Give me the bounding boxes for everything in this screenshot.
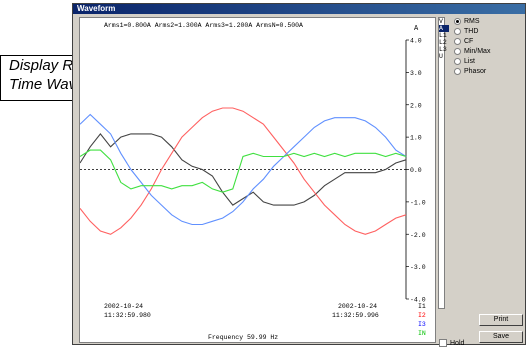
start-date: 2002-10-24 bbox=[104, 303, 143, 310]
mode-label: CF bbox=[464, 38, 474, 45]
legend-item-i2: I2 bbox=[418, 312, 426, 319]
mode-radio-phasor[interactable]: Phasor bbox=[454, 67, 486, 77]
y-tick-label: -1.0 bbox=[410, 199, 426, 206]
end-time: 11:32:59.996 bbox=[332, 312, 379, 319]
mode-label: THD bbox=[464, 28, 479, 35]
mode-radio-rms[interactable]: RMS bbox=[454, 17, 480, 27]
radio-icon bbox=[454, 47, 461, 55]
y-tick-label: -2.0 bbox=[410, 232, 426, 239]
y-tick-label: 1.0 bbox=[410, 135, 422, 142]
channel-item-l2[interactable]: L2 bbox=[439, 39, 447, 46]
window-title: Waveform bbox=[77, 4, 116, 13]
rms-readout: Arms1=0.800A Arms2=1.300A Arms3=1.200A A… bbox=[104, 22, 303, 29]
y-tick-label: 3.0 bbox=[410, 70, 422, 77]
channel-list[interactable] bbox=[438, 17, 445, 309]
title-bar[interactable]: Waveform bbox=[73, 4, 525, 14]
y-tick-label: 4.0 bbox=[410, 38, 422, 45]
radio-icon bbox=[454, 67, 461, 75]
channel-item-v[interactable]: V bbox=[439, 18, 443, 25]
y-tick-label: 2.0 bbox=[410, 102, 422, 109]
series-line-i1 bbox=[79, 133, 407, 206]
y-tick-label: 0.0 bbox=[410, 167, 422, 174]
radio-icon bbox=[454, 57, 461, 65]
legend-item-i1: I1 bbox=[418, 303, 426, 310]
plot-panel: Arms1=0.800A Arms2=1.300A Arms3=1.200A A… bbox=[79, 17, 436, 343]
end-date: 2002-10-24 bbox=[338, 303, 377, 310]
waveform-window: Waveform Arms1=0.800A Arms2=1.300A Arms3… bbox=[72, 3, 526, 348]
radio-icon bbox=[454, 17, 461, 25]
y-tick-label: -4.0 bbox=[410, 297, 426, 304]
mode-label: RMS bbox=[464, 18, 480, 25]
series-line-in bbox=[79, 149, 407, 193]
mode-radio-thd[interactable]: THD bbox=[454, 27, 478, 37]
mode-label: Min/Max bbox=[464, 48, 491, 55]
radio-icon bbox=[454, 37, 461, 45]
mode-radio-cf[interactable]: CF bbox=[454, 37, 473, 47]
mode-label: List bbox=[464, 58, 475, 65]
series-line-i2 bbox=[79, 107, 407, 235]
series-legend: I1 I2 I3 IN bbox=[418, 303, 426, 337]
y-axis-ticks: 4.0 3.0 2.0 1.0 0.0 -1.0 -2.0 -3.0 -4.0 bbox=[406, 38, 426, 304]
channel-item-u[interactable]: U bbox=[439, 53, 443, 60]
checkbox-icon bbox=[439, 339, 447, 348]
legend-item-in: IN bbox=[418, 330, 426, 337]
y-tick-label: -3.0 bbox=[410, 264, 426, 271]
frequency-readout: Frequency 59.99 Hz bbox=[208, 334, 278, 341]
print-button[interactable]: Print bbox=[479, 314, 523, 326]
channel-item-a[interactable]: A bbox=[439, 25, 449, 32]
mode-radio-list[interactable]: List bbox=[454, 57, 475, 67]
radio-icon bbox=[454, 27, 461, 35]
series-line-i3 bbox=[79, 113, 407, 226]
save-button[interactable]: Save bbox=[479, 331, 523, 343]
y-axis-unit: A bbox=[414, 25, 419, 33]
channel-item-l3[interactable]: L3 bbox=[439, 46, 447, 53]
legend-item-i3: I3 bbox=[418, 321, 426, 328]
hold-checkbox[interactable]: Hold bbox=[439, 339, 464, 349]
mode-radio-min-max[interactable]: Min/Max bbox=[454, 47, 490, 57]
hold-label: Hold bbox=[450, 340, 465, 347]
waveform-chart: Arms1=0.800A Arms2=1.300A Arms3=1.200A A… bbox=[79, 22, 426, 341]
channel-item-l1[interactable]: L1 bbox=[439, 32, 447, 39]
mode-label: Phasor bbox=[464, 68, 487, 75]
start-time: 11:32:59.980 bbox=[104, 312, 151, 319]
plot-area bbox=[79, 40, 407, 299]
